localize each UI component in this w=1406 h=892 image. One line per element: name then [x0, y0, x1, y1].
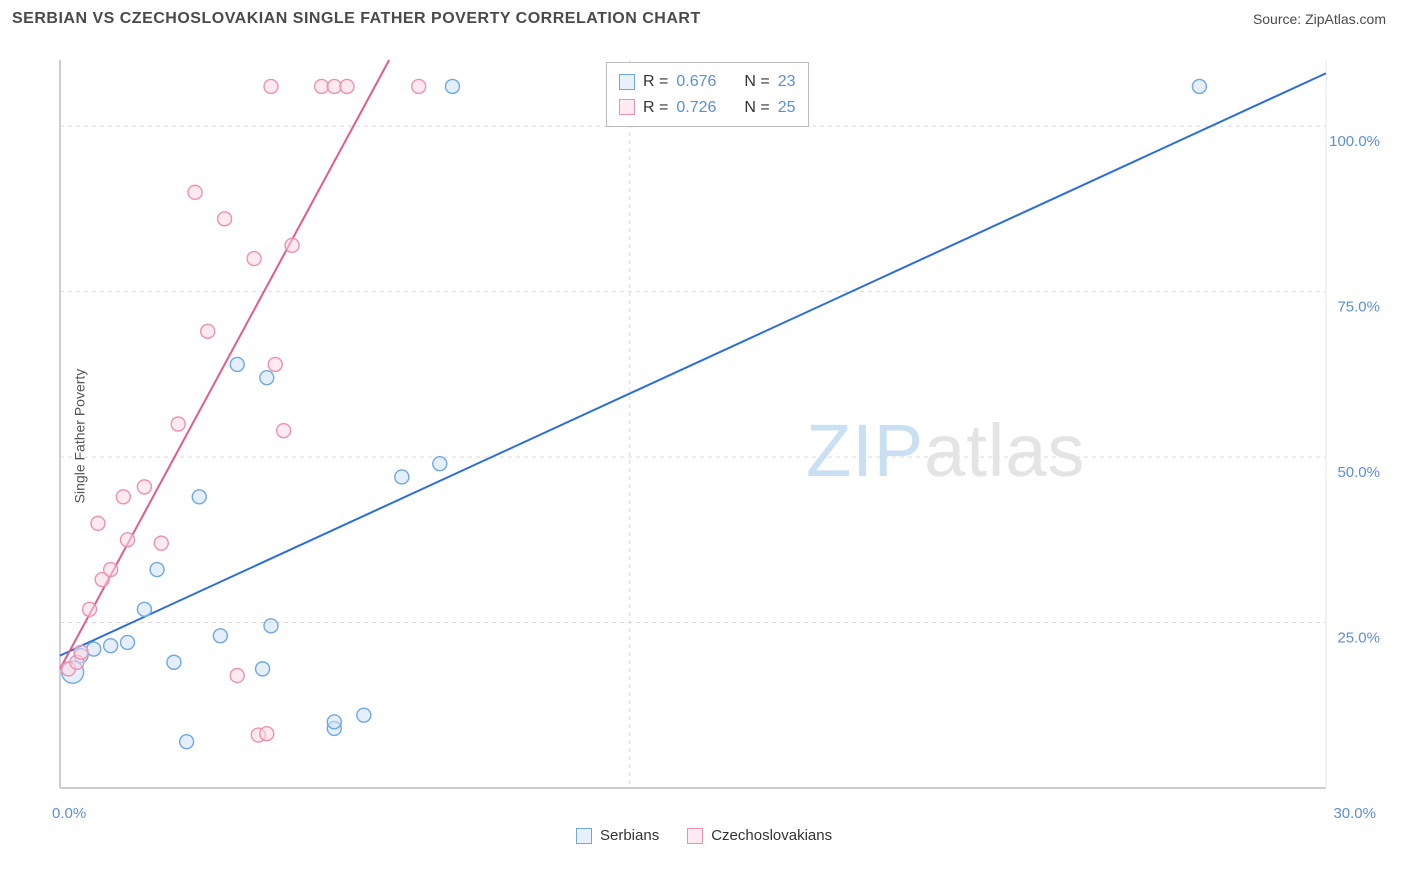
- scatter-point: [104, 639, 118, 653]
- scatter-point: [315, 79, 329, 93]
- correlation-legend: R = 0.676 N = 23 R = 0.726 N = 25: [606, 62, 809, 127]
- scatter-point: [327, 715, 341, 729]
- y-tick-label: 50.0%: [1337, 464, 1380, 481]
- scatter-plot: 25.0% 50.0% 75.0% 100.0% 0.0% 30.0%: [46, 48, 1386, 838]
- scatter-point: [260, 727, 274, 741]
- scatter-point: [285, 238, 299, 252]
- legend-label: Czechoslovakians: [711, 827, 832, 844]
- n-value: 25: [778, 95, 796, 121]
- scatter-point: [104, 563, 118, 577]
- scatter-point: [116, 490, 130, 504]
- scatter-point: [137, 480, 151, 494]
- x-tick-label: 0.0%: [52, 805, 86, 822]
- scatter-point: [395, 470, 409, 484]
- scatter-point: [188, 185, 202, 199]
- scatter-point: [137, 602, 151, 616]
- swatch-czech: [687, 828, 703, 844]
- scatter-point: [201, 324, 215, 338]
- scatter-point: [150, 563, 164, 577]
- r-label: R =: [643, 95, 668, 121]
- legend-label: Serbians: [600, 827, 659, 844]
- scatter-point: [87, 642, 101, 656]
- scatter-point: [256, 662, 270, 676]
- legend-swatch-czech: [619, 99, 635, 115]
- chart-header: SERBIAN VS CZECHOSLOVAKIAN SINGLE FATHER…: [0, 0, 1406, 34]
- scatter-point: [264, 619, 278, 633]
- chart-container: Single Father Poverty 25.0%50.0%75.0%100…: [46, 48, 1386, 838]
- legend-row-serbians: R = 0.676 N = 23: [619, 69, 796, 95]
- legend-swatch-serbians: [619, 74, 635, 90]
- chart-title: SERBIAN VS CZECHOSLOVAKIAN SINGLE FATHER…: [12, 10, 701, 28]
- y-tick-label: 25.0%: [1337, 630, 1380, 647]
- r-value: 0.726: [676, 95, 716, 121]
- y-tick-label: 75.0%: [1337, 299, 1380, 316]
- scatter-point: [121, 635, 135, 649]
- scatter-point: [264, 79, 278, 93]
- scatter-point: [171, 417, 185, 431]
- source-name: ZipAtlas.com: [1305, 11, 1386, 27]
- scatter-point: [260, 371, 274, 385]
- scatter-point: [83, 602, 97, 616]
- scatter-point: [91, 516, 105, 530]
- x-tick-label: 30.0%: [1333, 805, 1376, 822]
- scatter-point: [74, 645, 88, 659]
- scatter-point: [213, 629, 227, 643]
- n-value: 23: [778, 69, 796, 95]
- chart-source: Source: ZipAtlas.com: [1253, 11, 1386, 27]
- scatter-point: [1192, 79, 1206, 93]
- n-label: N =: [744, 69, 769, 95]
- y-tick-label: 100.0%: [1329, 133, 1380, 150]
- scatter-point: [340, 79, 354, 93]
- scatter-point: [268, 357, 282, 371]
- scatter-point: [121, 533, 135, 547]
- r-label: R =: [643, 69, 668, 95]
- legend-item-czech: Czechoslovakians: [687, 827, 832, 844]
- series-legend: Serbians Czechoslovakians: [576, 827, 832, 844]
- legend-item-serbians: Serbians: [576, 827, 659, 844]
- scatter-point: [167, 655, 181, 669]
- scatter-point: [154, 536, 168, 550]
- scatter-point: [433, 457, 447, 471]
- n-label: N =: [744, 95, 769, 121]
- scatter-point: [230, 668, 244, 682]
- scatter-point: [445, 79, 459, 93]
- scatter-point: [357, 708, 371, 722]
- scatter-point: [180, 735, 194, 749]
- scatter-point: [192, 490, 206, 504]
- scatter-point: [247, 252, 261, 266]
- r-value: 0.676: [676, 69, 716, 95]
- source-prefix: Source:: [1253, 11, 1305, 27]
- legend-row-czech: R = 0.726 N = 25: [619, 95, 796, 121]
- scatter-point: [277, 424, 291, 438]
- scatter-point: [327, 79, 341, 93]
- scatter-point: [412, 79, 426, 93]
- scatter-point: [218, 212, 232, 226]
- scatter-point: [230, 357, 244, 371]
- swatch-serbians: [576, 828, 592, 844]
